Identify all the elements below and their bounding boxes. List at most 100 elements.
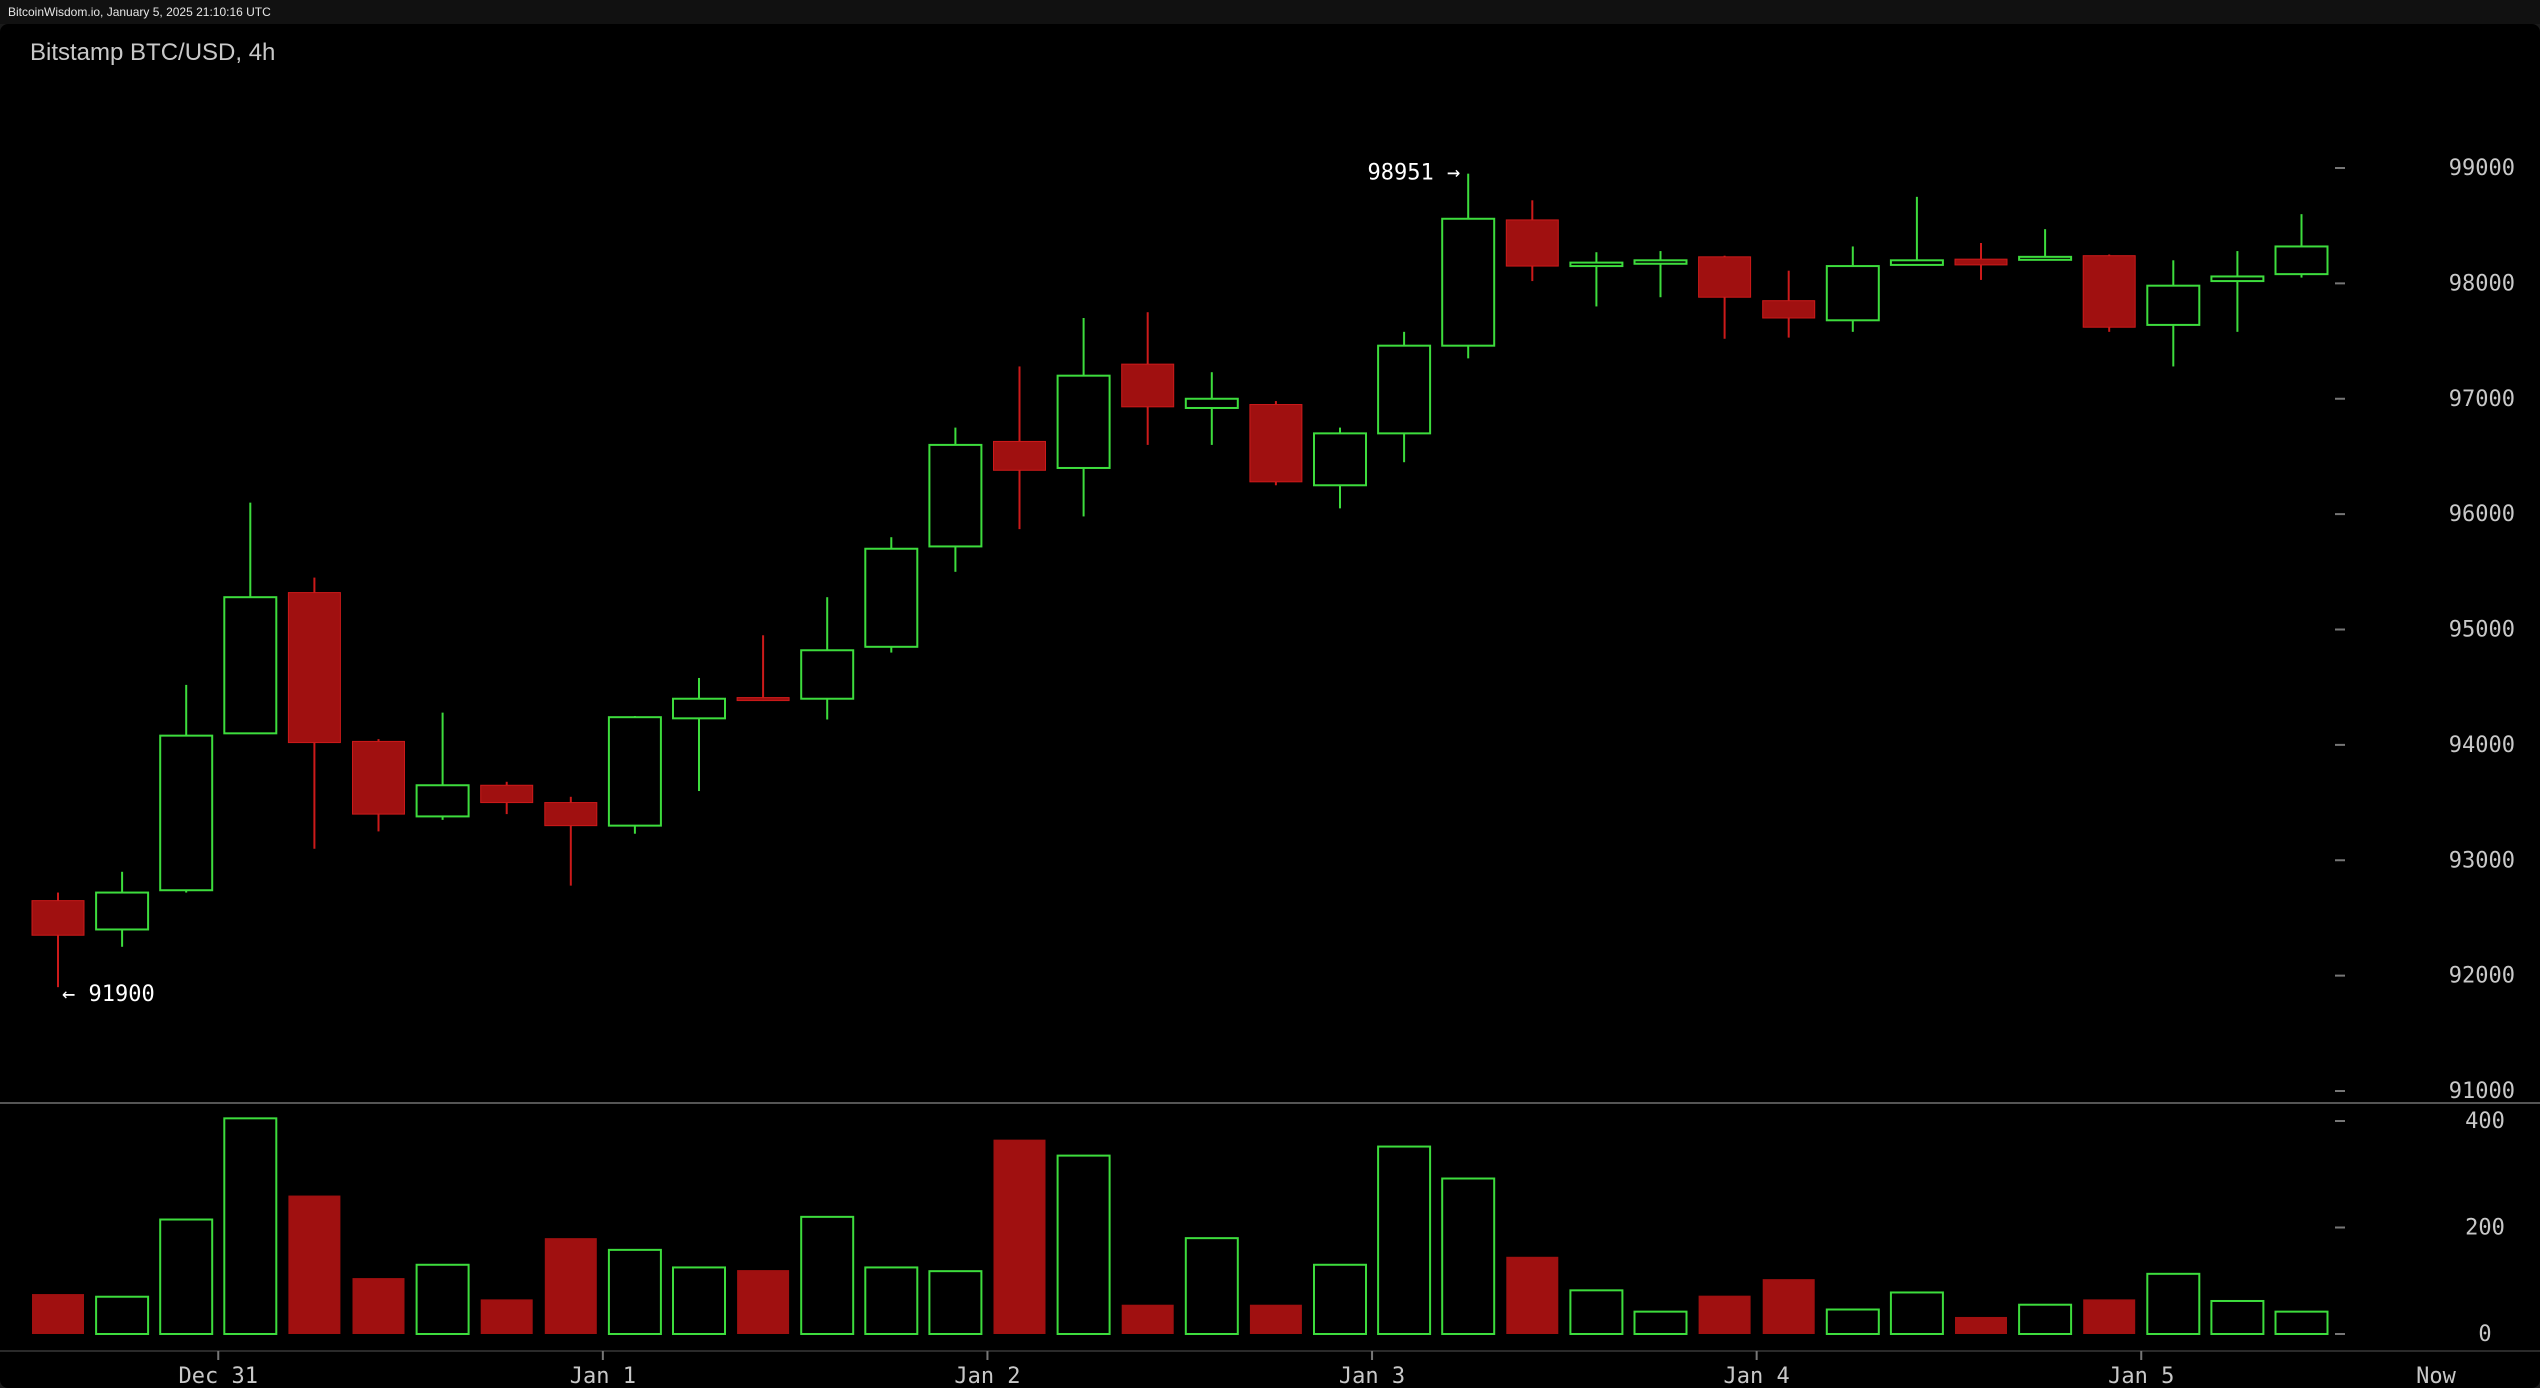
- volume-series: [32, 1117, 2329, 1336]
- candle-body: [1184, 397, 1239, 409]
- volume-bar: [1184, 1237, 1239, 1336]
- volume-bar: [1506, 1256, 1559, 1334]
- price-tick-label: 91000: [2449, 1079, 2515, 1104]
- price-tick-label: 96000: [2449, 502, 2515, 527]
- volume-bar: [1762, 1279, 1815, 1334]
- candle-body: [1249, 404, 1303, 483]
- candle-body: [928, 443, 983, 548]
- volume-bar: [1249, 1304, 1302, 1334]
- volume-bar: [2083, 1299, 2136, 1334]
- volume-bar: [2274, 1310, 2329, 1336]
- chart-panel[interactable]: Bitstamp BTC/USD, 4h 91000 92000 93000 9400…: [0, 24, 2540, 1388]
- candle-body: [2146, 284, 2201, 326]
- volume-bar: [1313, 1263, 1367, 1336]
- candle-body: [1762, 300, 1816, 319]
- low-annotation: ← 91900: [62, 982, 155, 1007]
- candle-body: [993, 440, 1046, 471]
- candle-body: [1056, 374, 1111, 469]
- candle-body: [159, 734, 214, 892]
- volume-bar: [1698, 1295, 1751, 1334]
- price-tick-label: 93000: [2449, 848, 2515, 873]
- candle-body: [2274, 245, 2329, 276]
- volume-bar: [223, 1117, 278, 1336]
- candle-body: [1954, 258, 2008, 266]
- volume-bar: [288, 1195, 341, 1334]
- volume-bar: [993, 1139, 1046, 1334]
- candle-series: [31, 173, 2329, 988]
- volume-bar: [544, 1238, 597, 1334]
- price-axis: 91000 92000 93000 94000 95000 96000 97000 98000…: [2335, 156, 2515, 1104]
- candle-body: [1121, 363, 1175, 408]
- candle-body: [415, 784, 470, 818]
- volume-bar: [2018, 1303, 2073, 1336]
- price-tick-label: 95000: [2449, 618, 2515, 643]
- volume-bar: [1121, 1304, 1174, 1334]
- candle-body: [95, 891, 150, 931]
- candle-body: [607, 716, 662, 827]
- volume-bar: [928, 1270, 983, 1336]
- volume-bar: [672, 1266, 726, 1335]
- candle-body: [672, 697, 726, 720]
- volume-axis: 0 200 400: [2335, 1109, 2505, 1347]
- volume-bar: [95, 1295, 150, 1335]
- volume-bar: [159, 1218, 214, 1335]
- chart-title: Bitstamp BTC/USD, 4h: [30, 39, 275, 66]
- volume-bar: [32, 1294, 84, 1334]
- candle-body: [480, 784, 534, 804]
- candle-body: [287, 592, 341, 744]
- time-tick-label: Jan 1: [570, 1364, 636, 1388]
- candle-body: [800, 649, 855, 700]
- candle-body: [1889, 259, 1944, 266]
- candle-body: [352, 740, 405, 815]
- price-tick-label: 98000: [2449, 271, 2515, 296]
- volume-tick-label: 0: [2478, 1322, 2491, 1347]
- source-timestamp: BitcoinWisdom.io, January 5, 2025 21:10:…: [0, 0, 2540, 24]
- volume-bar: [607, 1248, 662, 1335]
- candle-body: [1569, 261, 1624, 268]
- high-annotation: 98951 →: [1367, 161, 1460, 186]
- volume-bar: [1889, 1291, 1944, 1335]
- candle-body: [1698, 256, 1752, 298]
- time-tick-label: Jan 5: [2108, 1364, 2174, 1388]
- volume-bar: [480, 1299, 533, 1334]
- candle-body: [1633, 259, 1688, 265]
- volume-bar: [800, 1215, 855, 1335]
- candle-body: [223, 596, 278, 735]
- volume-bar: [1633, 1310, 1688, 1336]
- volume-bar: [864, 1266, 919, 1335]
- volume-bar: [1569, 1289, 1624, 1335]
- time-tick-label: Now: [2416, 1364, 2456, 1388]
- price-tick-label: 92000: [2449, 964, 2515, 989]
- volume-tick-label: 400: [2465, 1109, 2505, 1134]
- price-annotations: 98951 → ← 91900: [62, 161, 1460, 1008]
- volume-bar: [1056, 1154, 1111, 1336]
- candle-body: [1441, 217, 1496, 347]
- volume-bar: [415, 1263, 470, 1336]
- candle-body: [2210, 275, 2265, 283]
- volume-bar: [737, 1270, 790, 1334]
- candle-body: [1377, 344, 1432, 435]
- time-tick-label: Jan 4: [1724, 1364, 1790, 1388]
- volume-tick-label: 200: [2465, 1216, 2505, 1241]
- time-tick-label: Dec 31: [179, 1364, 258, 1388]
- candle-body: [1825, 265, 1880, 322]
- candle-body: [864, 547, 919, 648]
- time-axis: Dec 31 Jan 1 Jan 2 Jan 3 Jan 4 Jan 5 Now: [179, 1351, 2457, 1388]
- volume-bar: [1955, 1316, 2007, 1334]
- time-tick-label: Jan 3: [1339, 1364, 1405, 1388]
- volume-bar: [2210, 1299, 2265, 1335]
- volume-bar: [1825, 1308, 1880, 1336]
- candle-body: [736, 697, 790, 702]
- candle-body: [31, 900, 85, 936]
- candle-body: [1313, 432, 1367, 487]
- volume-bar: [1441, 1177, 1496, 1336]
- candlestick-chart[interactable]: Bitstamp BTC/USD, 4h 91000 92000 93000 9400…: [0, 24, 2540, 1388]
- price-tick-label: 94000: [2449, 733, 2515, 758]
- candle-body: [1505, 219, 1559, 267]
- candle-body: [544, 802, 598, 827]
- price-tick-label: 99000: [2449, 156, 2515, 181]
- volume-bar: [2146, 1272, 2201, 1336]
- time-tick-label: Jan 2: [954, 1364, 1020, 1388]
- candle-body: [2018, 255, 2073, 261]
- price-tick-label: 97000: [2449, 387, 2515, 412]
